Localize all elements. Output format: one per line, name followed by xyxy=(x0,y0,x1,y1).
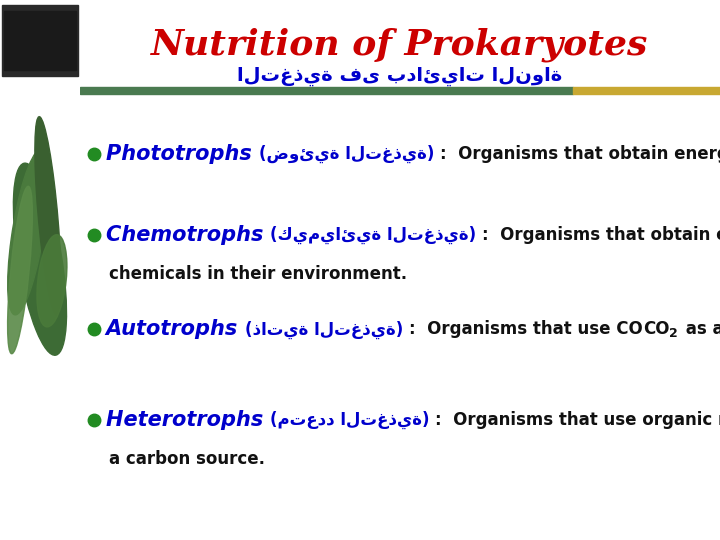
Ellipse shape xyxy=(8,150,48,315)
Ellipse shape xyxy=(35,117,61,315)
Text: Autotrophs (ذاتية التغذية): Autotrophs (ذاتية التغذية) xyxy=(106,320,397,339)
Bar xyxy=(80,87,573,94)
Text: as a carbon source.: as a carbon source. xyxy=(680,320,720,339)
Text: Phototrophs (ضوئية التغذية): Phototrophs (ضوئية التغذية) xyxy=(106,145,427,163)
Text: Autotrophs: Autotrophs xyxy=(106,319,245,340)
Text: CO: CO xyxy=(643,320,670,339)
Ellipse shape xyxy=(37,235,67,327)
Text: Heterotrophs (متعدد التغذية): Heterotrophs (متعدد التغذية) xyxy=(106,411,420,429)
Bar xyxy=(573,87,720,94)
Text: التغذية فى بدائيات النواة: التغذية فى بدائيات النواة xyxy=(238,67,562,86)
Text: Heterotrophs: Heterotrophs xyxy=(106,410,270,430)
Text: 2: 2 xyxy=(670,327,678,340)
Ellipse shape xyxy=(8,186,32,354)
Text: Chemotrophs (كيميائية التغذية): Chemotrophs (كيميائية التغذية) xyxy=(106,226,471,244)
Text: :  Organisms that obtain energy from: : Organisms that obtain energy from xyxy=(482,226,720,244)
Text: (كيميائية التغذية): (كيميائية التغذية) xyxy=(270,226,482,244)
Text: Nutrition of Prokaryotes: Nutrition of Prokaryotes xyxy=(151,27,649,62)
Text: a carbon source.: a carbon source. xyxy=(109,450,265,468)
Text: :  Organisms that use CO: : Organisms that use CO xyxy=(409,320,643,339)
Text: (ضوئية التغذية): (ضوئية التغذية) xyxy=(258,145,440,163)
Text: (متعدد التغذية): (متعدد التغذية) xyxy=(270,411,436,429)
Text: Chemotrophs: Chemotrophs xyxy=(106,225,270,245)
Text: :  Organisms that obtain energy from light.: : Organisms that obtain energy from ligh… xyxy=(440,145,720,163)
Text: (ذاتية التغذية): (ذاتية التغذية) xyxy=(245,320,409,339)
Text: :  Organisms that use organic nutrients as: : Organisms that use organic nutrients a… xyxy=(436,411,720,429)
Text: chemicals in their environment.: chemicals in their environment. xyxy=(109,265,407,283)
Text: Phototrophs: Phototrophs xyxy=(106,144,258,164)
Ellipse shape xyxy=(14,163,66,355)
